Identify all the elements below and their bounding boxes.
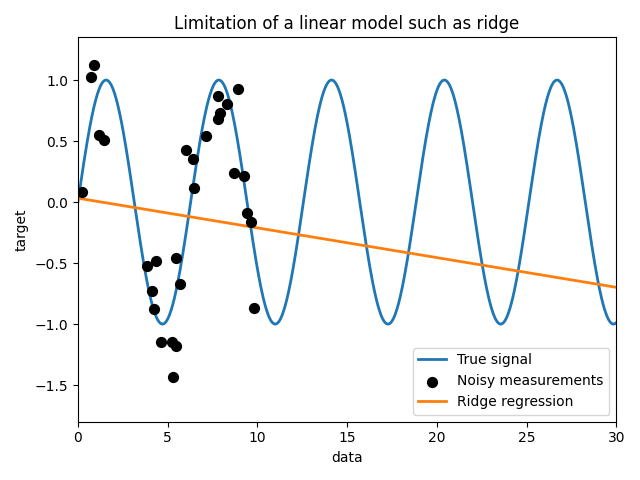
Noisy measurements bbox=[168, 373, 178, 381]
Noisy measurements bbox=[99, 136, 109, 144]
Noisy measurements bbox=[201, 132, 211, 140]
Noisy measurements bbox=[243, 209, 253, 216]
Noisy measurements bbox=[239, 172, 249, 180]
Noisy measurements bbox=[171, 342, 181, 349]
Noisy measurements bbox=[147, 287, 157, 295]
Noisy measurements bbox=[181, 146, 191, 154]
Noisy measurements bbox=[156, 338, 166, 346]
True signal bbox=[74, 199, 82, 205]
Y-axis label: target: target bbox=[15, 208, 29, 251]
True signal bbox=[445, 81, 452, 86]
Noisy measurements bbox=[216, 6, 227, 13]
X-axis label: data: data bbox=[332, 451, 363, 465]
Noisy measurements bbox=[166, 338, 177, 346]
Noisy measurements bbox=[189, 184, 199, 192]
Noisy measurements bbox=[172, 254, 182, 262]
Noisy measurements bbox=[215, 109, 225, 117]
Noisy measurements bbox=[76, 188, 86, 195]
Title: Limitation of a linear model such as ridge: Limitation of a linear model such as rid… bbox=[175, 15, 520, 33]
True signal bbox=[159, 321, 166, 327]
Noisy measurements bbox=[212, 115, 223, 122]
True signal bbox=[504, 310, 512, 316]
Noisy measurements bbox=[213, 92, 223, 100]
Noisy measurements bbox=[141, 263, 152, 270]
Noisy measurements bbox=[188, 156, 198, 163]
True signal bbox=[612, 320, 620, 325]
Line: True signal: True signal bbox=[78, 80, 616, 324]
Noisy measurements bbox=[233, 85, 243, 93]
Noisy measurements bbox=[229, 169, 239, 177]
True signal bbox=[129, 190, 137, 195]
Noisy measurements bbox=[246, 218, 256, 226]
True signal bbox=[292, 247, 300, 253]
Noisy measurements bbox=[94, 131, 104, 139]
Noisy measurements bbox=[88, 61, 99, 69]
Legend: True signal, Noisy measurements, Ridge regression: True signal, Noisy measurements, Ridge r… bbox=[413, 348, 609, 415]
Noisy measurements bbox=[149, 305, 159, 312]
Noisy measurements bbox=[248, 304, 259, 312]
True signal bbox=[440, 77, 448, 83]
Noisy measurements bbox=[86, 73, 96, 81]
Noisy measurements bbox=[151, 257, 161, 265]
Noisy measurements bbox=[222, 101, 232, 108]
True signal bbox=[312, 123, 319, 129]
True signal bbox=[495, 321, 502, 326]
Noisy measurements bbox=[175, 280, 185, 288]
